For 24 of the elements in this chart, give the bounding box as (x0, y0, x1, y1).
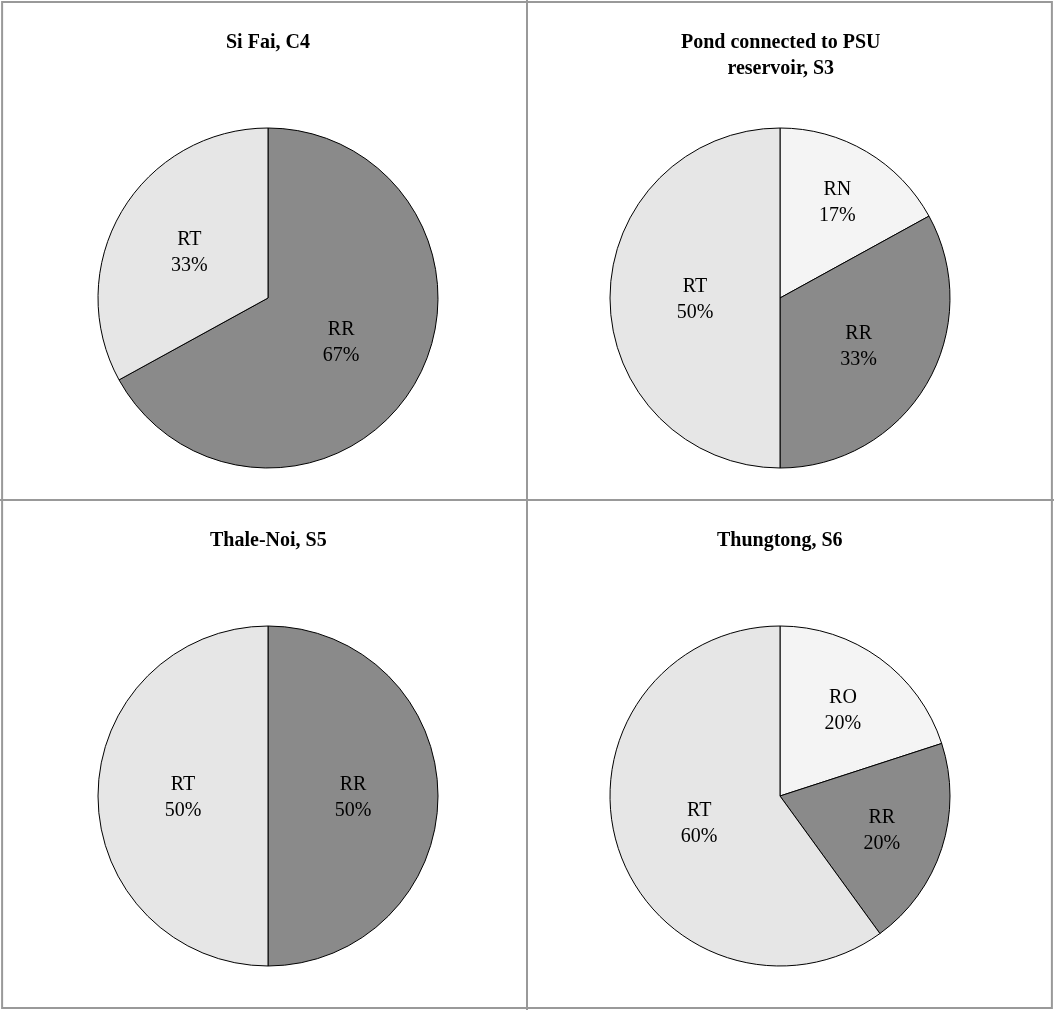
chart-title: Si Fai, C4 (226, 30, 310, 52)
chart-title: Pond connected to PSU reservoir, S3 (681, 30, 881, 78)
data-label: 17% (819, 203, 856, 226)
slice-label: RN (823, 177, 852, 200)
data-label: 67% (322, 343, 360, 366)
slice-label: RT (170, 772, 196, 794)
data-label: 20% (863, 831, 901, 854)
data-label: 50% (334, 798, 372, 820)
slice-label: RT (686, 798, 712, 821)
data-label: 33% (171, 253, 208, 276)
slice-label: RR (868, 805, 896, 828)
slice-label: RO (829, 685, 857, 708)
slice-label: RT (682, 274, 708, 296)
data-label: 60% (680, 824, 718, 847)
chart-title: Thale-Noi, S5 (210, 528, 327, 550)
data-label: 20% (824, 711, 862, 734)
data-label: 33% (840, 346, 877, 369)
chart-title: Thungtong, S6 (717, 528, 843, 551)
slice-label: RR (339, 772, 367, 794)
slice-label: RT (177, 227, 202, 250)
slice-label: RR (845, 320, 873, 343)
data-label: 50% (676, 300, 714, 322)
data-label: 50% (164, 798, 202, 820)
slice-label: RR (327, 317, 356, 340)
